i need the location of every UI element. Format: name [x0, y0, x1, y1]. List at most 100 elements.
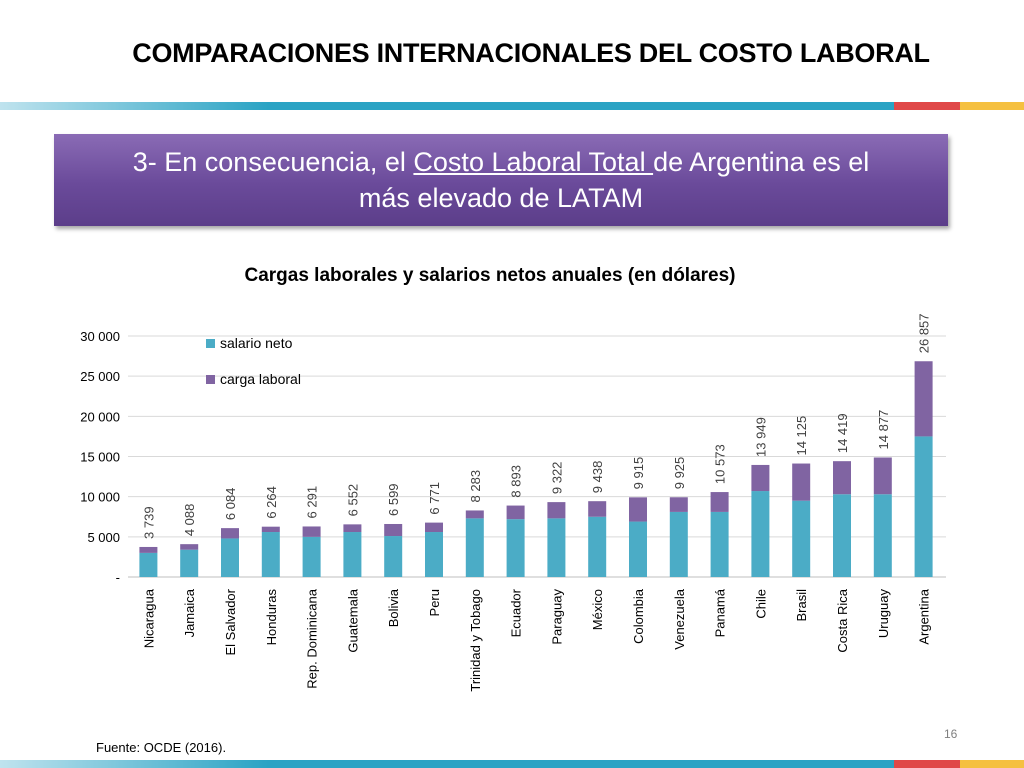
- bar-carga-laboral: [506, 505, 525, 520]
- x-tick-label: Rep. Dominicana: [305, 588, 320, 688]
- bar-salario-neto: [425, 532, 443, 577]
- data-label-total: 6 771: [427, 482, 442, 515]
- bar-salario-neto: [751, 491, 770, 577]
- legend-label: salario neto: [220, 335, 293, 351]
- bar-salario-neto: [261, 532, 280, 577]
- bar-carga-laboral: [343, 524, 362, 533]
- x-tick-label: Paraguay: [549, 589, 564, 645]
- key-message-banner: 3- En consecuencia, el Costo Laboral Tot…: [54, 134, 948, 226]
- data-label-total: 13 949: [753, 417, 768, 457]
- bar-carga-laboral: [384, 523, 403, 537]
- x-tick-label: Colombia: [631, 588, 646, 644]
- banner-text-start: 3- En consecuencia, el: [132, 147, 414, 177]
- data-label-total: 6 599: [386, 483, 401, 516]
- data-label-total: 3 739: [141, 506, 156, 539]
- bar-carga-laboral: [669, 497, 688, 512]
- bar-carga-laboral: [221, 528, 239, 539]
- bar-salario-neto: [629, 521, 647, 577]
- x-tick-label: Ecuador: [509, 588, 524, 637]
- x-tick-label: México: [590, 589, 605, 630]
- bar-salario-neto: [792, 500, 811, 577]
- bar-carga-laboral: [751, 464, 770, 492]
- bar-salario-neto: [669, 511, 688, 577]
- bar-salario-neto: [139, 552, 158, 577]
- bar-salario-neto: [302, 536, 321, 577]
- bar-carga-laboral: [914, 361, 933, 437]
- x-tick-label: Chile: [753, 589, 768, 619]
- y-tick-label: 25 000: [80, 369, 120, 384]
- x-tick-label: Nicaragua: [141, 588, 156, 648]
- bar-salario-neto: [833, 494, 851, 577]
- bar-carga-laboral: [588, 501, 607, 517]
- x-tick-label: Argentina: [917, 588, 932, 644]
- bar-carga-laboral: [180, 544, 199, 550]
- y-tick-label: 20 000: [80, 409, 120, 424]
- data-label-total: 9 915: [631, 457, 646, 490]
- banner-line-2: más elevado de LATAM: [358, 183, 644, 213]
- y-tick-label: 5 000: [87, 530, 120, 545]
- data-label-total: 8 893: [509, 465, 524, 498]
- source-note: Fuente: OCDE (2016).: [96, 740, 227, 755]
- top-accent-bar: [0, 102, 1024, 110]
- x-tick-label: Brasil: [794, 589, 809, 622]
- bar-salario-neto: [710, 511, 729, 577]
- y-tick-label: 15 000: [80, 450, 120, 465]
- data-label-total: 4 088: [182, 504, 197, 537]
- legend-swatch: [206, 339, 215, 348]
- x-tick-label: Panamá: [713, 588, 728, 637]
- bar-salario-neto: [465, 518, 484, 577]
- bar-salario-neto: [221, 538, 239, 577]
- bar-salario-neto: [547, 518, 566, 577]
- chart-title: Cargas laborales y salarios netos anuale…: [244, 265, 735, 286]
- legend-label: carga laboral: [220, 371, 301, 387]
- data-label-total: 26 857: [917, 313, 932, 353]
- y-tick-label: 10 000: [80, 490, 120, 505]
- x-tick-label: Jamaica: [182, 588, 197, 637]
- bar-carga-laboral: [710, 492, 729, 512]
- slide-title: COMPARACIONES INTERNACIONALES DEL COSTO …: [132, 38, 930, 68]
- bar-salario-neto: [180, 549, 199, 577]
- x-tick-label: Honduras: [264, 589, 279, 646]
- x-tick-label: Venezuela: [672, 588, 687, 649]
- bar-carga-laboral: [465, 510, 484, 519]
- page-number: 16: [944, 727, 958, 741]
- data-label-total: 6 552: [345, 484, 360, 517]
- legend-swatch: [206, 375, 215, 384]
- bar-carga-laboral: [139, 546, 158, 553]
- bar-carga-laboral: [833, 461, 851, 495]
- bar-salario-neto: [588, 516, 607, 577]
- data-label-total: 6 084: [223, 488, 238, 521]
- bar-carga-laboral: [792, 463, 811, 501]
- bar-salario-neto: [343, 532, 362, 577]
- bar-carga-laboral: [629, 497, 647, 522]
- data-label-total: 8 283: [468, 470, 483, 503]
- data-label-total: 9 322: [549, 462, 564, 495]
- x-tick-label: El Salvador: [223, 588, 238, 655]
- banner-underlined-text: Costo Laboral Total: [413, 147, 654, 177]
- data-label-total: 6 264: [264, 486, 279, 519]
- banner-text-end: de Argentina es el: [653, 147, 870, 177]
- stacked-bar-chart: Cargas laborales y salarios netos anuale…: [80, 265, 946, 692]
- bar-carga-laboral: [873, 457, 892, 495]
- y-tick-label: 30 000: [80, 329, 120, 344]
- x-tick-label: Costa Rica: [835, 588, 850, 652]
- data-label-total: 6 291: [305, 486, 320, 519]
- y-tick-label: -: [116, 570, 120, 585]
- bar-salario-neto: [914, 436, 933, 577]
- data-label-total: 14 877: [876, 410, 891, 450]
- x-tick-label: Peru: [427, 589, 442, 616]
- bottom-accent-bar: [0, 760, 1024, 768]
- bar-carga-laboral: [261, 526, 280, 533]
- bar-carga-laboral: [547, 502, 566, 519]
- data-label-total: 10 573: [713, 444, 728, 484]
- x-tick-label: Guatemala: [345, 588, 360, 652]
- data-label-total: 14 419: [835, 413, 850, 453]
- x-tick-label: Bolivia: [386, 588, 401, 627]
- x-tick-label: Uruguay: [876, 589, 891, 639]
- bar-carga-laboral: [425, 522, 443, 533]
- bar-salario-neto: [384, 536, 403, 577]
- banner-line-1: 3- En consecuencia, el Costo Laboral Tot…: [54, 144, 948, 180]
- data-label-total: 9 438: [590, 461, 605, 494]
- data-label-total: 9 925: [672, 457, 687, 490]
- bar-carga-laboral: [302, 526, 321, 537]
